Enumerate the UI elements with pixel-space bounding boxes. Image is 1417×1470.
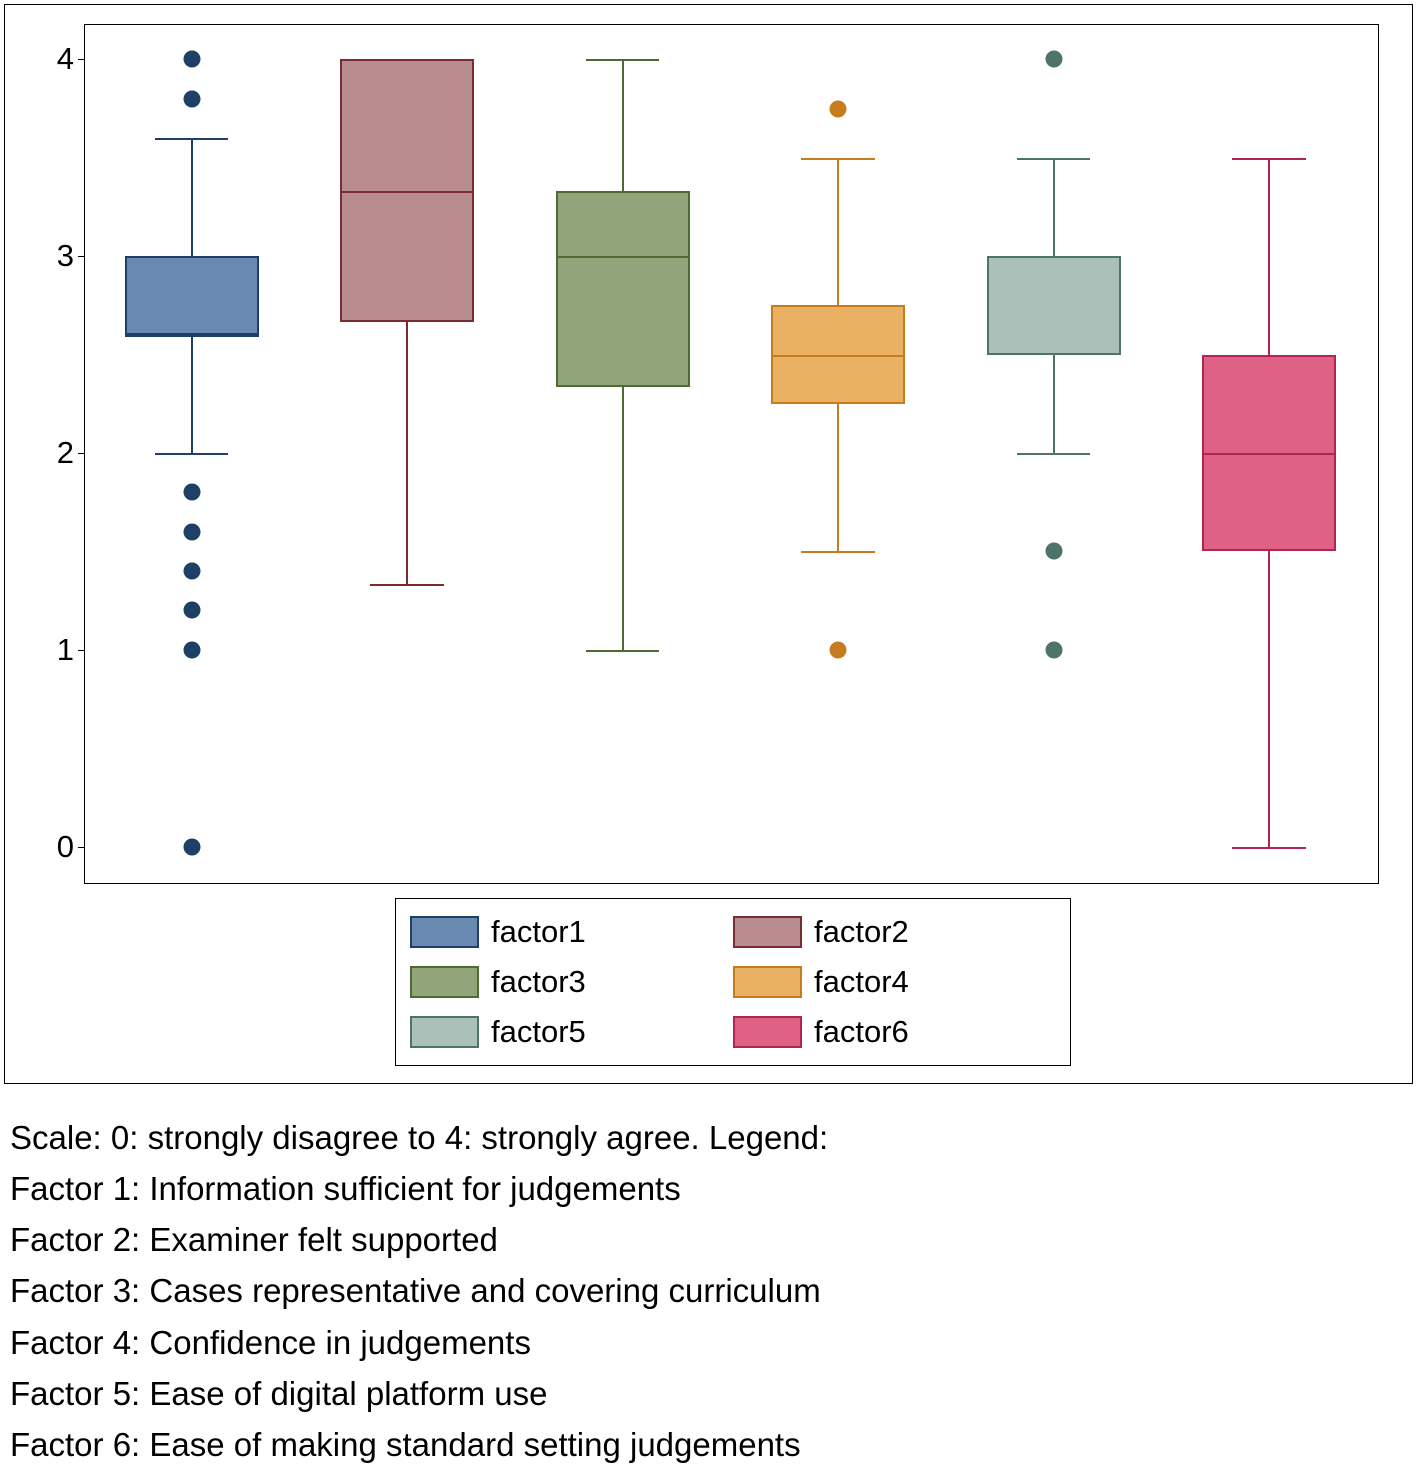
legend: factor1 factor2 factor3 factor4 factor5 facto… <box>395 898 1071 1066</box>
whisker-cap-upper <box>586 59 659 61</box>
outlier-point <box>183 838 200 855</box>
whisker-cap-lower <box>586 650 659 652</box>
box-rect <box>987 256 1121 354</box>
whisker-upper <box>1053 158 1055 256</box>
caption-line: Factor 4: Confidence in judgements <box>10 1317 1400 1368</box>
median-line <box>340 191 474 193</box>
whisker-lower <box>406 322 408 585</box>
legend-label: factor2 <box>814 914 909 950</box>
legend-swatch <box>733 1016 802 1048</box>
median-line <box>771 355 905 357</box>
caption-line: Factor 1: Information sufficient for jud… <box>10 1163 1400 1214</box>
whisker-cap-lower <box>801 551 874 553</box>
outlier-point <box>183 563 200 580</box>
outlier-point <box>830 100 847 117</box>
whisker-upper <box>837 158 839 306</box>
whisker-cap-upper <box>1232 158 1305 160</box>
caption-line: Factor 3: Cases representative and cover… <box>10 1265 1400 1316</box>
caption-line: Factor 6: Ease of making standard settin… <box>10 1419 1400 1470</box>
caption-line: Scale: 0: strongly disagree to 4: strong… <box>10 1112 1400 1163</box>
whisker-lower <box>1268 551 1270 846</box>
ytick-mark <box>78 256 84 257</box>
legend-item-factor1: factor1 <box>410 914 733 950</box>
whisker-cap-lower <box>1017 453 1090 455</box>
legend-swatch <box>733 916 802 948</box>
legend-item-factor3: factor3 <box>410 964 733 1000</box>
legend-swatch <box>410 916 479 948</box>
box-factor2 <box>340 24 474 882</box>
outlier-point <box>830 641 847 658</box>
whisker-upper <box>1268 158 1270 355</box>
box-factor4 <box>771 24 905 882</box>
ytick-mark <box>78 59 84 60</box>
whisker-cap-lower <box>370 584 443 586</box>
box-rect <box>556 191 690 388</box>
outlier-point <box>1045 51 1062 68</box>
box-factor5 <box>987 24 1121 882</box>
outlier-point <box>183 51 200 68</box>
whisker-lower <box>622 387 624 649</box>
whisker-upper <box>622 59 624 190</box>
legend-swatch <box>410 966 479 998</box>
outlier-point <box>1045 641 1062 658</box>
legend-swatch <box>410 1016 479 1048</box>
whisker-cap-upper <box>1017 158 1090 160</box>
whisker-cap-lower <box>1232 847 1305 849</box>
median-line <box>987 256 1121 258</box>
ytick-mark <box>78 453 84 454</box>
box-factor3 <box>556 24 690 882</box>
legend-label: factor6 <box>814 1014 909 1050</box>
legend-label: factor4 <box>814 964 909 1000</box>
caption: Scale: 0: strongly disagree to 4: strong… <box>10 1112 1400 1470</box>
outlier-point <box>1045 543 1062 560</box>
legend-label: factor3 <box>491 964 586 1000</box>
outlier-point <box>183 641 200 658</box>
whisker-lower <box>1053 355 1055 453</box>
plot-area: 01234 <box>84 24 1377 882</box>
caption-line: Factor 5: Ease of digital platform use <box>10 1368 1400 1419</box>
ytick-mark <box>78 650 84 651</box>
outlier-point <box>183 90 200 107</box>
legend-label: factor5 <box>491 1014 586 1050</box>
outlier-point <box>183 484 200 501</box>
whisker-cap-upper <box>801 158 874 160</box>
figure: 01234 factor1 factor2 factor3 factor4 factor5… <box>0 0 1417 1445</box>
median-line <box>556 256 690 258</box>
legend-item-factor2: factor2 <box>733 914 1056 950</box>
outlier-point <box>183 602 200 619</box>
median-line <box>1202 453 1336 455</box>
caption-line: Factor 2: Examiner felt supported <box>10 1214 1400 1265</box>
whisker-cap-lower <box>155 453 228 455</box>
box-rect <box>125 256 259 335</box>
whisker-cap-upper <box>155 138 228 140</box>
legend-swatch <box>733 966 802 998</box>
whisker-lower <box>837 404 839 552</box>
legend-item-factor4: factor4 <box>733 964 1056 1000</box>
box-factor6 <box>1202 24 1336 882</box>
legend-label: factor1 <box>491 914 586 950</box>
whisker-lower <box>191 335 193 453</box>
legend-item-factor6: factor6 <box>733 1014 1056 1050</box>
ytick-mark <box>78 847 84 848</box>
median-line <box>125 335 259 337</box>
box-factor1 <box>125 24 259 882</box>
outlier-point <box>183 523 200 540</box>
whisker-upper <box>191 138 193 256</box>
legend-item-factor5: factor5 <box>410 1014 733 1050</box>
